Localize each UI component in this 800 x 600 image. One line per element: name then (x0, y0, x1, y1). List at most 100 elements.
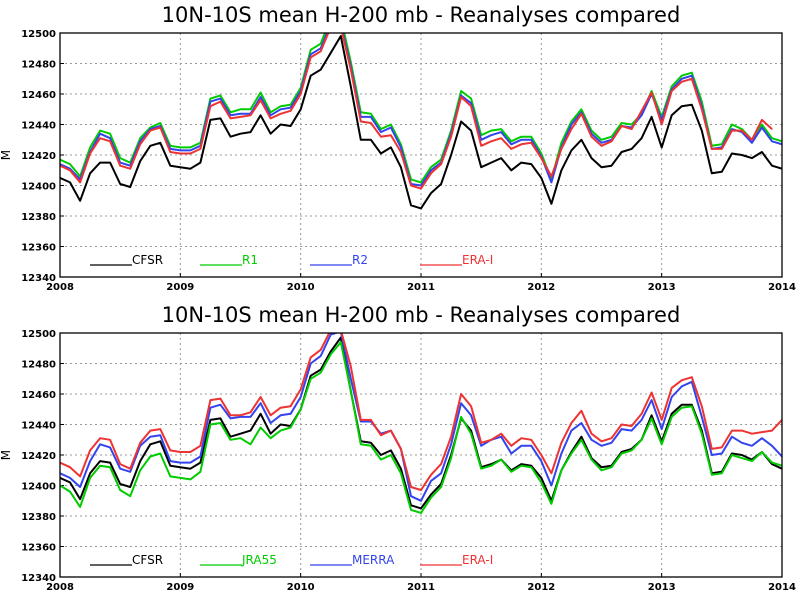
chart-panel-top: 10N-10S mean H-200 mb - Reanalyses compa… (0, 3, 796, 293)
data-point (380, 128, 382, 130)
data-point (440, 183, 442, 185)
data-point (79, 498, 81, 500)
data-point (209, 97, 212, 100)
data-point (300, 408, 302, 410)
series-line-jra55 (60, 341, 782, 514)
data-point (510, 148, 512, 150)
data-point (560, 142, 562, 144)
data-point (249, 443, 252, 445)
data-point (731, 130, 733, 132)
data-point (219, 397, 222, 400)
data-point (269, 422, 272, 424)
data-point (280, 113, 282, 115)
data-point (480, 145, 482, 147)
data-point (400, 151, 402, 153)
data-point (129, 186, 131, 188)
data-point (189, 468, 191, 470)
data-point (320, 349, 322, 351)
data-point (290, 104, 292, 106)
legend-label: ERA-I (462, 553, 493, 567)
data-point (681, 105, 683, 107)
data-point (169, 449, 171, 452)
data-point (590, 157, 593, 159)
data-point (189, 462, 191, 464)
data-point (189, 168, 191, 170)
data-point (269, 133, 272, 135)
data-point (610, 437, 613, 439)
data-point (450, 154, 452, 156)
data-point (229, 117, 232, 119)
data-point (239, 416, 242, 418)
data-point (269, 117, 272, 119)
data-point (219, 94, 222, 97)
data-point (129, 486, 131, 488)
data-point (771, 128, 773, 130)
data-point (470, 130, 472, 132)
data-point (139, 160, 141, 162)
data-point (99, 130, 101, 132)
data-point (661, 146, 663, 148)
data-point (490, 439, 492, 441)
data-point (641, 137, 643, 139)
y-tick-label: 12480 (21, 60, 56, 71)
data-point (199, 471, 201, 473)
data-point (300, 108, 302, 110)
x-tick-label: 2011 (407, 582, 435, 593)
data-point (249, 108, 252, 110)
data-point (420, 207, 422, 209)
data-point (671, 416, 673, 418)
y-tick-label: 12460 (21, 390, 56, 401)
data-point (610, 165, 613, 167)
legend-label: R1 (242, 253, 258, 267)
data-point (691, 376, 693, 378)
y-tick-label: 12340 (21, 573, 56, 584)
data-point (550, 203, 552, 205)
data-point (139, 442, 141, 444)
data-point (651, 417, 653, 419)
data-point (450, 136, 452, 138)
data-point (630, 148, 633, 150)
legend-label: R2 (352, 253, 368, 267)
data-point (620, 452, 623, 455)
data-point (420, 500, 422, 502)
x-tick-label: 2010 (287, 282, 315, 293)
data-point (771, 463, 773, 465)
data-point (701, 130, 703, 132)
data-point (751, 433, 753, 435)
data-point (731, 430, 733, 432)
data-point (239, 116, 242, 118)
data-point (219, 117, 222, 119)
x-tick-label: 2012 (527, 282, 555, 293)
plot-frame (59, 332, 783, 578)
x-tick-label: 2012 (527, 582, 555, 593)
data-point (209, 419, 212, 421)
data-point (189, 152, 191, 155)
data-point (229, 417, 232, 419)
data-point (630, 430, 633, 432)
data-point (570, 123, 573, 126)
data-point (320, 369, 322, 371)
data-point (711, 148, 713, 150)
data-point (99, 443, 101, 445)
data-point (651, 414, 653, 416)
data-point (751, 157, 753, 159)
data-point (69, 491, 71, 493)
data-point (350, 85, 352, 87)
data-point (691, 405, 693, 407)
data-point (610, 140, 613, 142)
data-point (139, 140, 141, 142)
data-point (330, 333, 332, 336)
data-point (390, 126, 392, 129)
data-point (530, 466, 532, 468)
data-point (209, 101, 212, 103)
data-point (360, 443, 362, 445)
data-point (731, 452, 733, 455)
data-point (570, 149, 573, 152)
data-point (239, 437, 242, 439)
data-point (731, 152, 733, 155)
data-point (310, 378, 312, 380)
data-point (400, 472, 402, 474)
data-point (630, 425, 633, 427)
data-point (310, 49, 312, 51)
data-point (259, 402, 262, 404)
